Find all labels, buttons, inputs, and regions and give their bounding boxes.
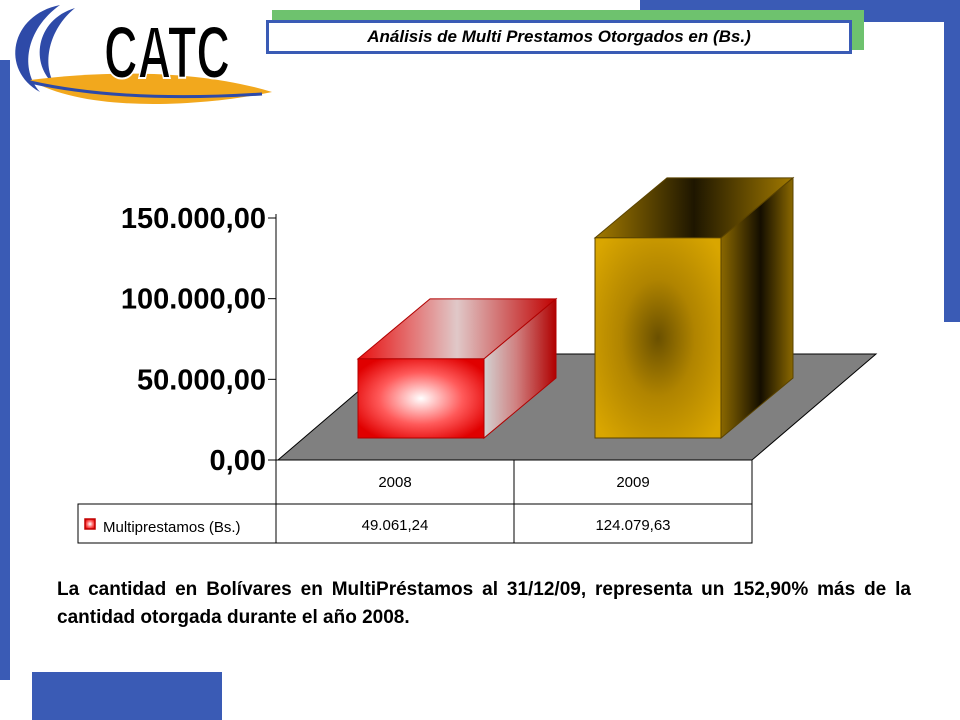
page-title: Análisis de Multi Prestamos Otorgados en… [367, 27, 751, 46]
legend-swatch [84, 518, 96, 530]
bar-front-face [357, 358, 485, 439]
title-box: Análisis de Multi Prestamos Otorgados en… [266, 20, 852, 54]
frame-bottom-block [32, 672, 222, 720]
summary-text: La cantidad en Bolívares en MultiPréstam… [57, 579, 911, 628]
table-value-label: 124.079,63 [595, 517, 670, 534]
table-value-label: 49.061,24 [362, 517, 429, 534]
bars-group [356, 176, 795, 440]
bar-2009 [593, 176, 795, 440]
frame-left-bar [0, 60, 10, 680]
legend-series-name: Multiprestamos (Bs.) [103, 519, 241, 536]
y-tick-label: 50.000,00 [137, 364, 266, 396]
y-tick-label: 0,00 [210, 445, 266, 477]
bar-2008 [356, 297, 558, 440]
logo-text: CATC [104, 11, 230, 94]
catc-logo: CATC [15, 5, 272, 105]
y-axis-ticks: 0,00 50.000,00 100.000,00 150.000,00 [121, 203, 276, 477]
y-tick-label: 150.000,00 [121, 203, 266, 235]
data-table-value-row [77, 503, 753, 544]
data-table: Multiprestamos (Bs.) 2008 49.061,24 2009 12… [77, 459, 753, 544]
bar-front-face [594, 237, 722, 439]
frame-right-bar [944, 0, 960, 322]
table-category-label: 2008 [378, 474, 411, 491]
table-category-label: 2009 [616, 474, 649, 491]
y-tick-label: 100.000,00 [121, 284, 266, 316]
